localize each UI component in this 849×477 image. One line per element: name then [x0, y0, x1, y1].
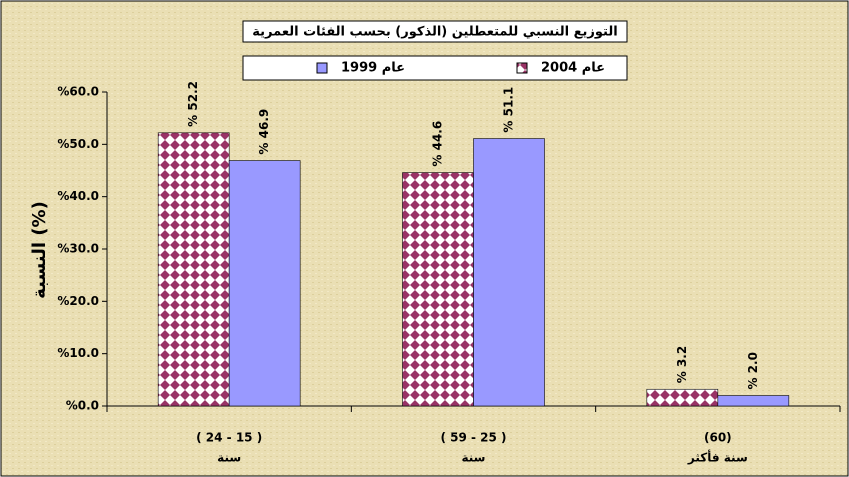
y-tick-label: %0.0	[66, 399, 99, 413]
x-tick-label: (60)	[704, 431, 732, 445]
bar	[402, 172, 474, 407]
bar	[717, 395, 790, 407]
x-tick-note: سنة	[217, 451, 241, 465]
value-label: % 51.1	[502, 87, 516, 133]
value-label: % 3.2	[675, 346, 689, 383]
x-tick-note: سنة	[462, 451, 486, 465]
x-tick-note: سنة فأكثر	[687, 450, 748, 465]
y-tick-label: %40.0	[57, 189, 99, 203]
x-tick-label: ( 59 - 25 )	[440, 431, 506, 445]
y-tick-label: %60.0	[57, 85, 99, 99]
y-tick-label: %50.0	[57, 137, 99, 151]
title-box	[242, 20, 628, 43]
chart-title: التوزيع النسبي للمتعطلين (الذكور) بحسب ا…	[252, 25, 617, 40]
value-label: % 2.0	[746, 352, 760, 389]
y-tick-label: %30.0	[57, 242, 99, 256]
bar	[473, 138, 545, 407]
value-label: % 52.2	[186, 81, 200, 127]
value-label: % 46.9	[257, 109, 271, 155]
bar	[157, 132, 230, 407]
legend-swatch	[516, 62, 528, 74]
bar	[228, 160, 301, 407]
legend-label: عام 1999	[341, 61, 405, 76]
value-label: % 44.6	[431, 121, 445, 167]
y-tick-label: %10.0	[57, 346, 99, 360]
x-tick-label: ( 24 - 15 )	[196, 431, 262, 445]
legend-label: عام 2004	[541, 61, 605, 76]
legend-swatch	[316, 62, 328, 74]
y-tick-label: %20.0	[57, 294, 99, 308]
legend-box	[242, 55, 628, 81]
bar	[646, 388, 719, 407]
y-axis-title: النسبة (%)	[29, 201, 50, 299]
